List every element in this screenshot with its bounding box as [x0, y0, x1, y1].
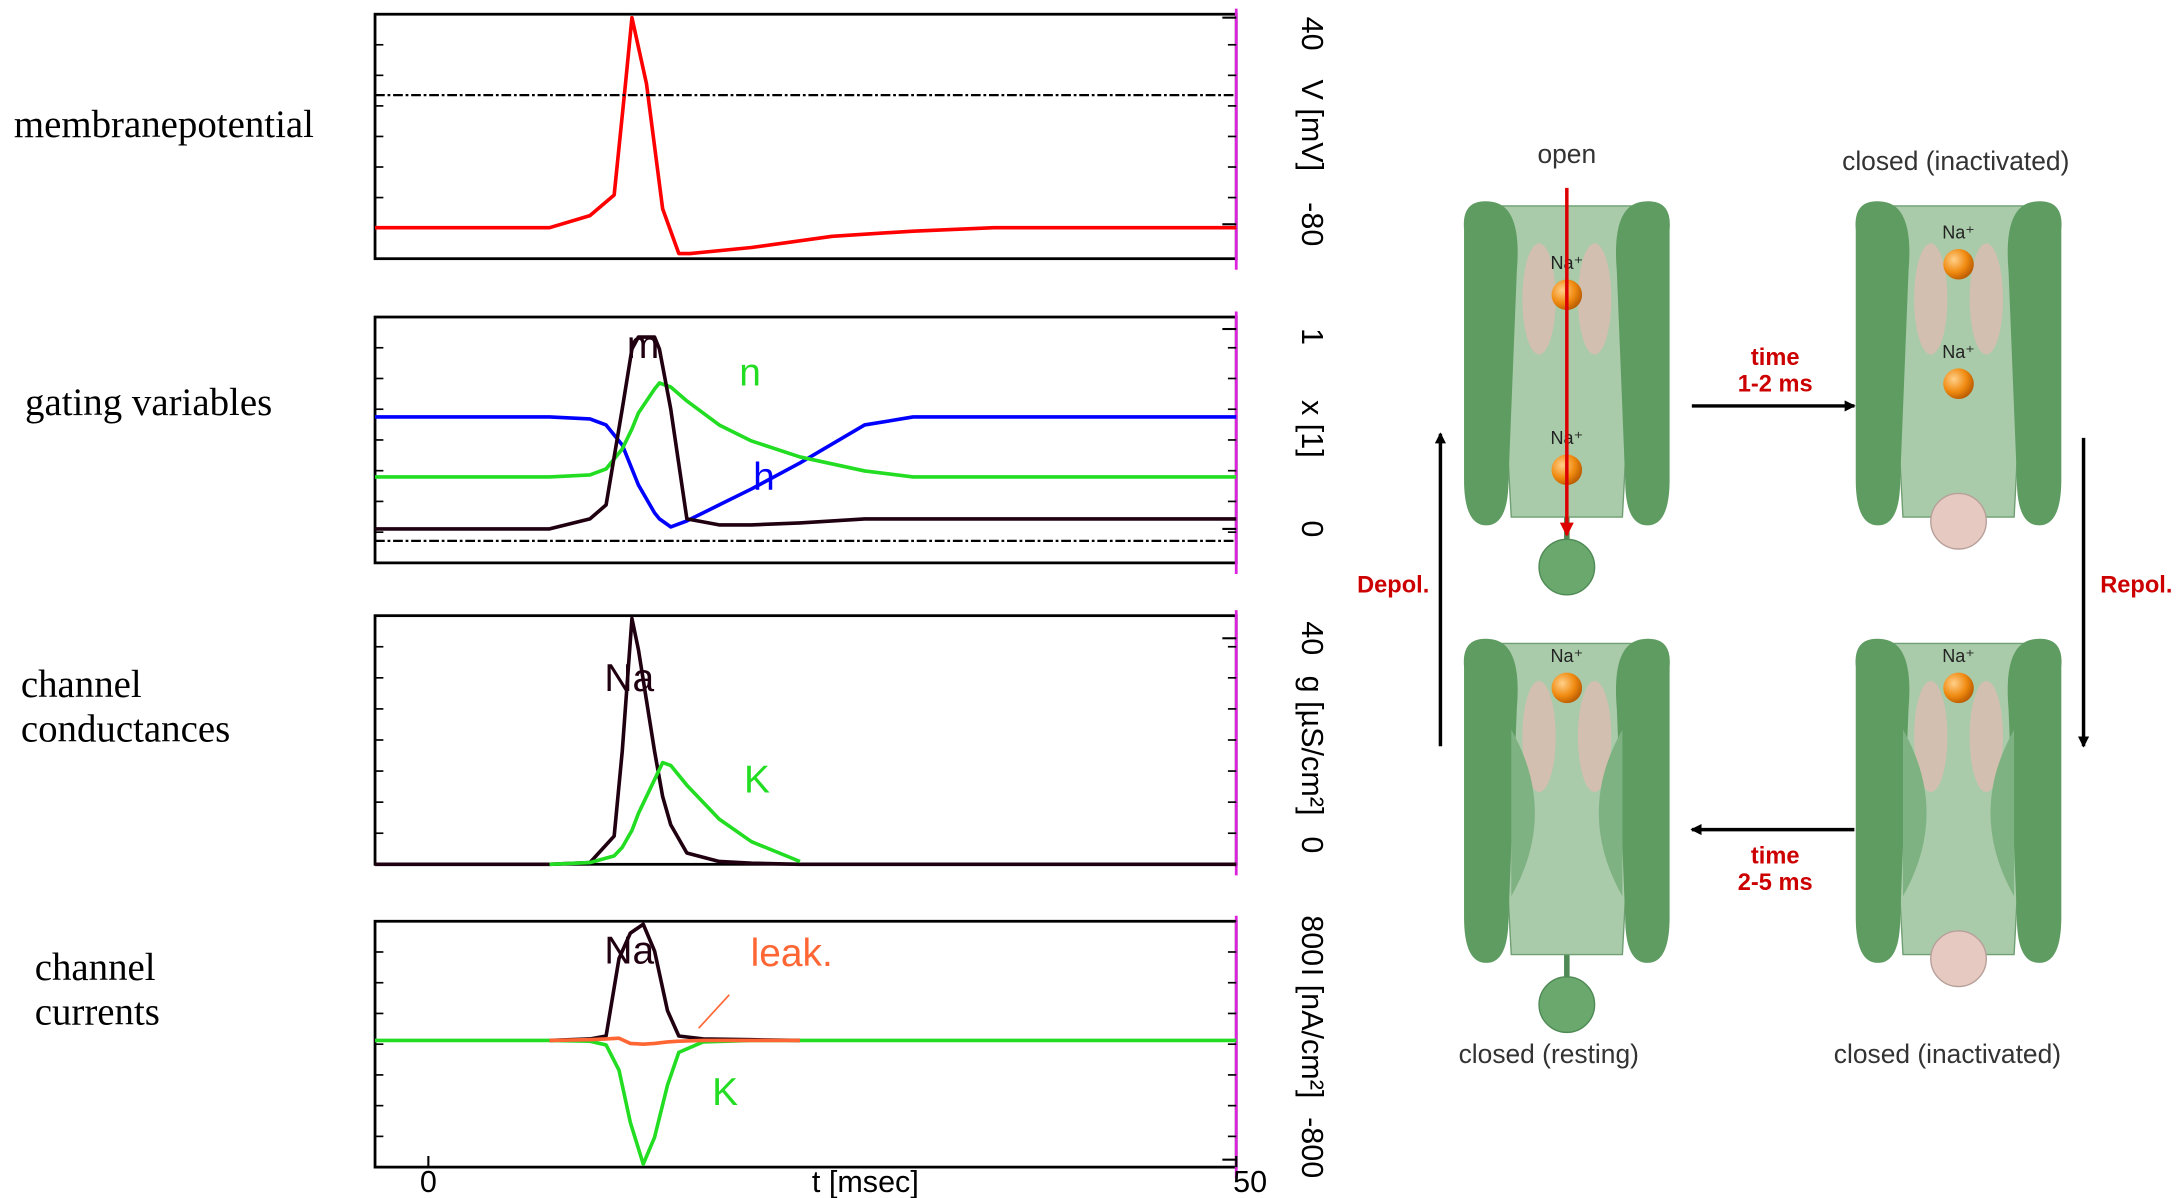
transition-label: Depol.	[1357, 573, 1429, 599]
ion-label: Na⁺	[1942, 342, 1975, 362]
panel-title: channel conductances	[21, 663, 230, 750]
transition-label: 2-5 ms	[1738, 870, 1813, 896]
pore-tint	[1577, 680, 1612, 793]
curve-label: K	[712, 1071, 738, 1114]
y-tick-label: -80	[1295, 202, 1329, 246]
y-axis-label: V [mV]	[1295, 80, 1329, 172]
channel-lobe	[1615, 201, 1670, 526]
x-tick-label: 50	[1233, 1165, 1267, 1198]
transition-label: time	[1751, 345, 1800, 371]
title-line: channel	[35, 946, 156, 989]
y-axis-label: x [1]	[1295, 400, 1329, 458]
title-line: membranepotential	[14, 103, 314, 146]
y-tick-label: 40	[1295, 17, 1329, 51]
plot-frame	[373, 12, 1238, 261]
curve-label: n	[739, 352, 761, 395]
state-label: closed (inactivated)	[1842, 146, 2069, 176]
series-line	[549, 1036, 800, 1046]
ion-label: Na⁺	[1551, 646, 1584, 666]
curve-label: K	[744, 759, 770, 802]
ion-label: Na⁺	[1942, 222, 1975, 242]
channel-lobe	[2007, 638, 2062, 963]
pore-tint	[1914, 680, 1948, 793]
transition-label: 1-2 ms	[1738, 371, 1813, 397]
ion-label: Na⁺	[1942, 646, 1975, 666]
title-line: currents	[35, 991, 160, 1034]
transition-label: Repol.	[2100, 573, 2172, 599]
gate-bulge	[1990, 729, 2015, 897]
curve-label: leak.	[751, 932, 833, 975]
inactivation-plug	[1930, 930, 1988, 988]
plot-frame	[373, 315, 1238, 565]
plot-frame	[373, 614, 1238, 866]
pore-tint	[1522, 243, 1556, 355]
gate-bulge	[1511, 729, 1535, 897]
y-tick-label: 0	[1295, 836, 1329, 853]
curve-label: Na	[604, 929, 654, 972]
y-axis-label: g [µS/cm²]	[1295, 676, 1329, 816]
channel-lobe	[1855, 201, 1910, 526]
panel-title: gating variables	[25, 381, 272, 424]
title-line: channel	[21, 663, 142, 706]
series-line	[375, 15, 1237, 256]
x-axis-label: t [msec]	[812, 1165, 919, 1198]
series-line	[375, 415, 1237, 529]
inactivation-plug	[1930, 492, 1988, 550]
x-tick-label: 0	[420, 1165, 437, 1198]
series-line	[549, 760, 801, 867]
pore-tint	[1522, 680, 1556, 793]
y-tick-label: 0	[1295, 520, 1329, 537]
series-line	[375, 335, 1237, 531]
series-line	[375, 381, 1237, 479]
ion	[1943, 672, 1974, 704]
series-line	[375, 616, 1237, 867]
channel-lobe	[1855, 638, 1910, 963]
channel-lobe	[1463, 201, 1518, 526]
title-line: conductances	[21, 707, 230, 750]
leader-line	[698, 994, 730, 1029]
channel-lobe	[1615, 638, 1670, 963]
y-tick-label: 800	[1295, 915, 1329, 966]
panel-title: channel currents	[35, 946, 160, 1033]
y-tick-label: 40	[1295, 621, 1329, 655]
curve-label: m	[627, 324, 659, 367]
series-line	[375, 1038, 1237, 1166]
transition-label: time	[1751, 844, 1800, 870]
y-tick-label: 1	[1295, 328, 1329, 345]
channel-lobe	[1463, 638, 1518, 963]
ion	[1551, 672, 1583, 704]
ion	[1943, 368, 1974, 399]
y-tick-label: -800	[1295, 1117, 1329, 1178]
gate-bulge	[1598, 729, 1623, 897]
pore-tint	[1914, 243, 1948, 355]
gate-bulge	[1902, 729, 1927, 897]
title-line: gating variables	[25, 381, 272, 424]
state-label: closed (inactivated)	[1834, 1039, 2061, 1069]
panel-title: membranepotential	[14, 103, 314, 146]
y-axis-label: I [nA/cm²]	[1295, 968, 1329, 1099]
pore-tint	[1969, 243, 2003, 355]
curve-label: h	[753, 456, 775, 499]
inactivation-ball	[1538, 976, 1596, 1034]
inactivation-ball	[1538, 538, 1596, 596]
pore-tint	[1969, 680, 2003, 793]
state-label: open	[1537, 139, 1596, 169]
state-label: closed (resting)	[1459, 1039, 1639, 1069]
curve-label: Na	[604, 657, 654, 700]
ion	[1943, 248, 1974, 280]
pore-tint	[1577, 243, 1612, 355]
channel-lobe	[2007, 201, 2062, 526]
